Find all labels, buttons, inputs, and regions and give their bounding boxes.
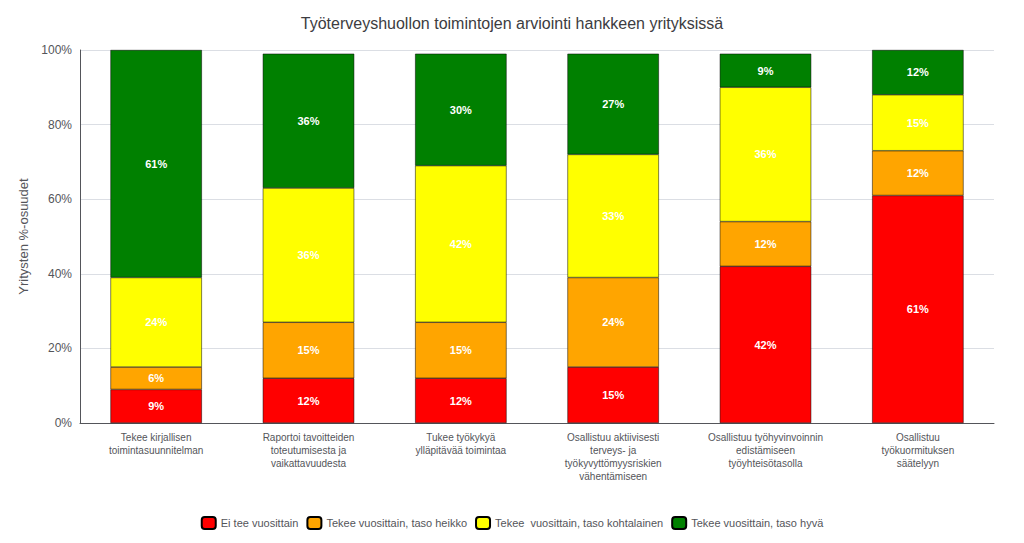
svg-text:100%: 100%: [41, 43, 72, 57]
svg-text:80%: 80%: [48, 118, 72, 132]
svg-text:30%: 30%: [450, 104, 472, 116]
svg-text:työkuormituksen: työkuormituksen: [881, 445, 954, 456]
svg-text:työyhteisötasolla: työyhteisötasolla: [729, 458, 803, 469]
svg-text:0%: 0%: [55, 416, 73, 430]
svg-text:Tekee vuosittain, taso hyvä: Tekee vuosittain, taso hyvä: [691, 517, 824, 529]
svg-text:36%: 36%: [754, 148, 776, 160]
svg-text:6%: 6%: [148, 372, 164, 384]
svg-text:Tekee vuosittain, taso kohtal: Tekee vuosittain, taso kohtalainen: [495, 517, 663, 529]
svg-text:36%: 36%: [297, 115, 319, 127]
svg-text:36%: 36%: [297, 249, 319, 261]
svg-text:20%: 20%: [48, 341, 72, 355]
svg-text:27%: 27%: [602, 98, 624, 110]
svg-text:Osallistuu aktiivisesti: Osallistuu aktiivisesti: [567, 432, 659, 443]
svg-text:12%: 12%: [907, 167, 929, 179]
svg-text:Osallistuu työhyvinvoinnin: Osallistuu työhyvinvoinnin: [708, 432, 823, 443]
svg-text:61%: 61%: [907, 303, 929, 315]
svg-text:Työterveyshuollon toimintojen: Työterveyshuollon toimintojen arviointi …: [301, 15, 724, 32]
svg-text:9%: 9%: [758, 65, 774, 77]
svg-text:12%: 12%: [754, 238, 776, 250]
svg-text:15%: 15%: [297, 344, 319, 356]
svg-text:15%: 15%: [907, 117, 929, 129]
svg-text:Osallistuu: Osallistuu: [896, 432, 940, 443]
svg-text:12%: 12%: [297, 395, 319, 407]
svg-text:42%: 42%: [754, 339, 776, 351]
svg-text:terveys- ja: terveys- ja: [590, 445, 637, 456]
svg-text:12%: 12%: [907, 66, 929, 78]
svg-text:vähentämiseen: vähentämiseen: [579, 471, 647, 482]
svg-text:ylläpitävää toimintaa: ylläpitävää toimintaa: [416, 445, 507, 456]
svg-text:24%: 24%: [602, 316, 624, 328]
svg-text:Tukee työkykyä: Tukee työkykyä: [426, 432, 496, 443]
svg-text:edistämiseen: edistämiseen: [736, 445, 795, 456]
svg-text:toteutumisesta ja: toteutumisesta ja: [271, 445, 347, 456]
svg-text:24%: 24%: [145, 316, 167, 328]
svg-text:Tekee kirjallisen: Tekee kirjallisen: [121, 432, 192, 443]
svg-text:Raportoi tavoitteiden: Raportoi tavoitteiden: [263, 432, 355, 443]
svg-text:Ei tee vuosittain: Ei tee vuosittain: [221, 517, 299, 529]
svg-text:Tekee vuosittain, taso heikko: Tekee vuosittain, taso heikko: [326, 517, 467, 529]
svg-text:15%: 15%: [450, 344, 472, 356]
svg-text:9%: 9%: [148, 400, 164, 412]
svg-text:Yritysten %-osuudet: Yritysten %-osuudet: [16, 178, 31, 295]
svg-text:33%: 33%: [602, 210, 624, 222]
svg-text:40%: 40%: [48, 267, 72, 281]
svg-text:42%: 42%: [450, 238, 472, 250]
svg-text:15%: 15%: [602, 389, 624, 401]
svg-text:säätelyyn: säätelyyn: [897, 458, 939, 469]
svg-text:61%: 61%: [145, 158, 167, 170]
svg-text:12%: 12%: [450, 395, 472, 407]
svg-text:toimintasuunnitelman: toimintasuunnitelman: [109, 445, 204, 456]
svg-text:60%: 60%: [48, 192, 72, 206]
svg-text:työkyvyttömyysriskien: työkyvyttömyysriskien: [565, 458, 662, 469]
svg-text:vaikattavuudesta: vaikattavuudesta: [271, 458, 346, 469]
